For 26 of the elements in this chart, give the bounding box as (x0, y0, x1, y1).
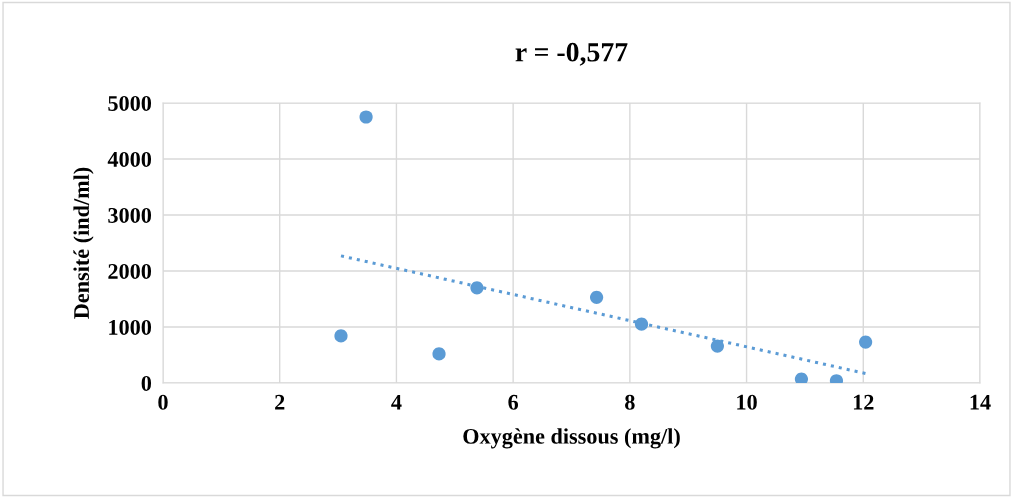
x-tick-label: 12 (853, 394, 874, 410)
x-tick-label: 2 (275, 394, 285, 410)
y-tick-label: 1000 (109, 319, 152, 335)
x-tick-label: 10 (737, 394, 757, 410)
point (470, 281, 484, 295)
y-tick-label: 2000 (108, 263, 152, 279)
x-tick-label: 0 (158, 394, 168, 410)
point (794, 372, 809, 383)
x-tick-label: 8 (625, 394, 635, 410)
point (710, 339, 724, 353)
x-tick-label: 14 (970, 394, 991, 410)
point (432, 347, 446, 361)
x-axis-title: Oxygène dissous (mg/l) (463, 428, 680, 449)
point (590, 290, 604, 304)
chart-title: r = -0,577 (515, 42, 628, 66)
point (359, 110, 373, 124)
point (859, 335, 873, 349)
y-tick-label: 3000 (108, 207, 152, 223)
x-tick-label: 6 (508, 394, 519, 410)
y-tick-label: 5000 (108, 95, 152, 111)
point (334, 329, 348, 343)
y-axis-title: Densité (ind/ml) (73, 167, 94, 319)
x-tick-label: 4 (391, 394, 402, 410)
y-tick-label: 0 (141, 375, 152, 391)
point (634, 317, 649, 331)
y-tick-label: 4000 (107, 151, 152, 167)
